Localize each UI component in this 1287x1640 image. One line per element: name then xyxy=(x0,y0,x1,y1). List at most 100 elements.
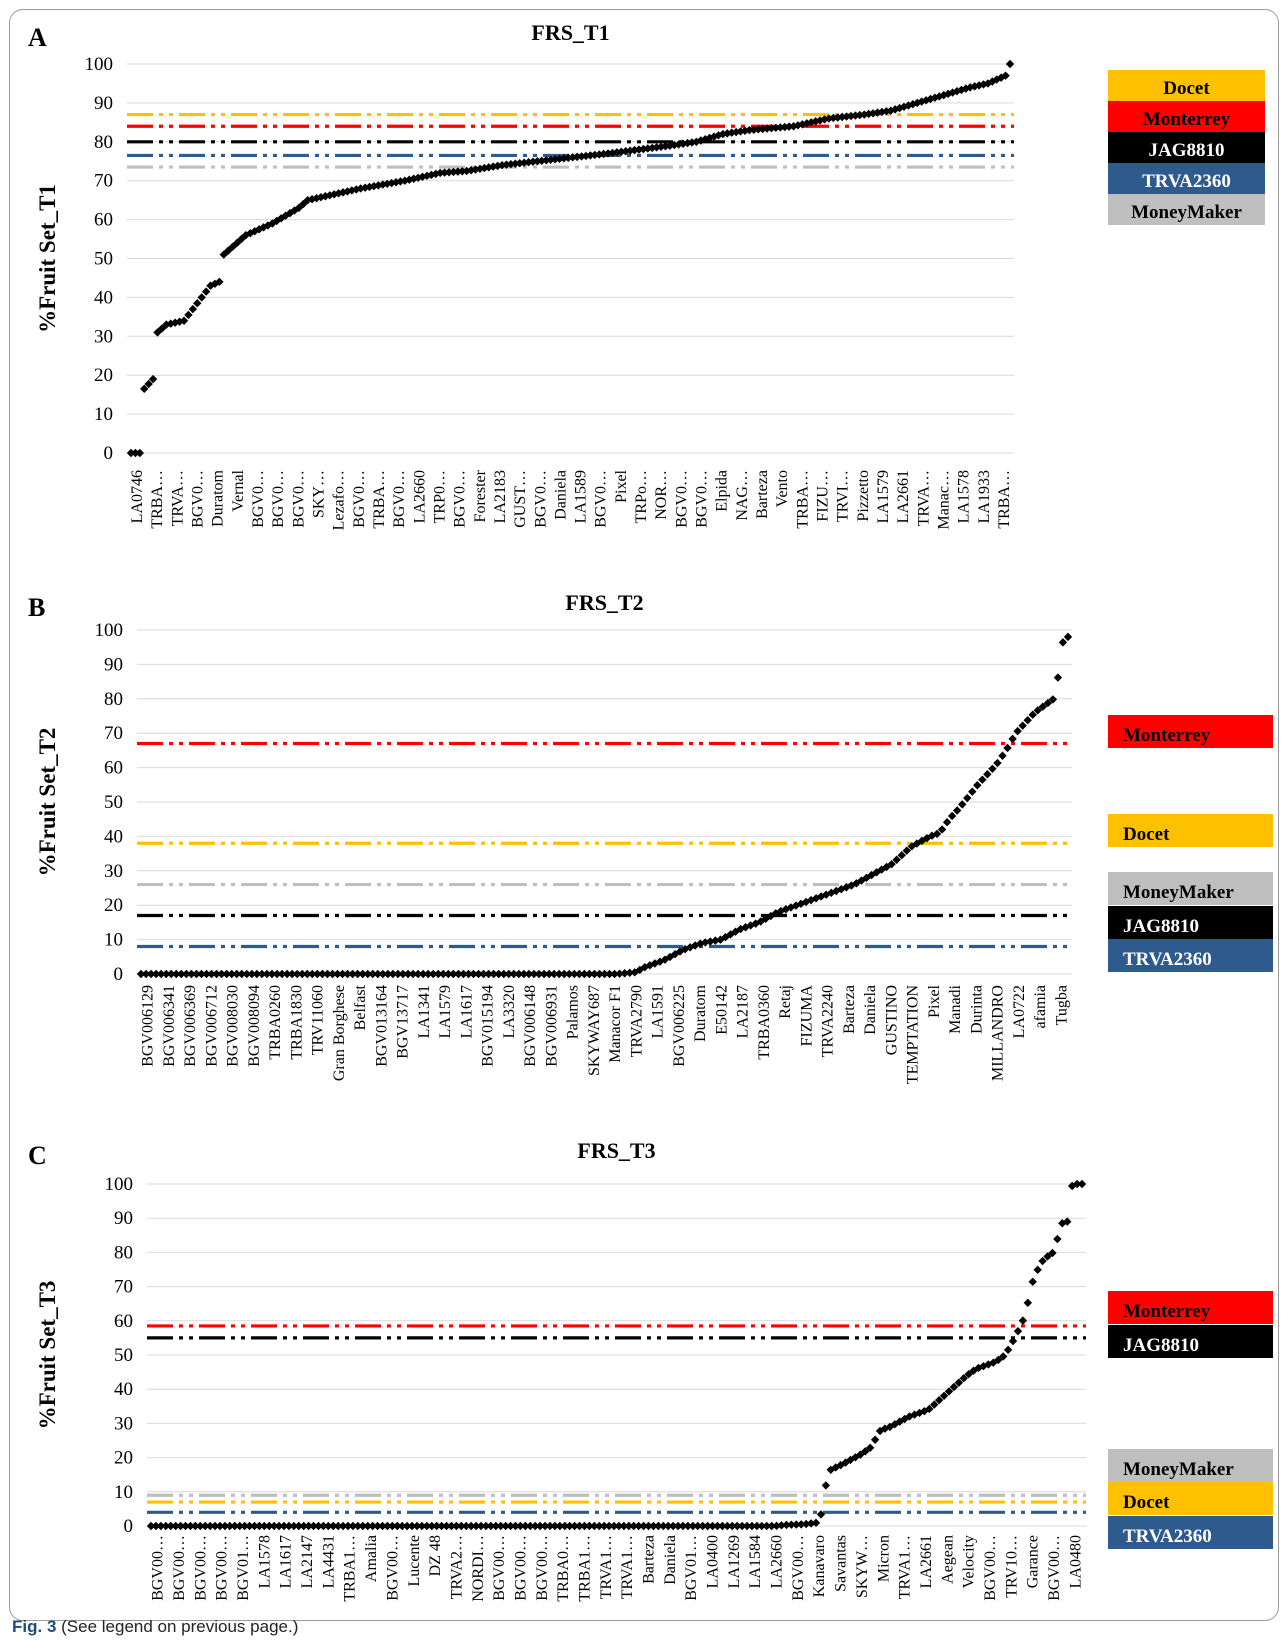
data-point xyxy=(683,138,692,148)
data-point xyxy=(230,1521,239,1531)
x-tick-label: BGV0… xyxy=(593,470,610,528)
y-tick-label: 30 xyxy=(94,326,113,347)
data-point xyxy=(964,1369,973,1379)
data-point xyxy=(388,1521,397,1531)
data-point xyxy=(188,304,198,314)
data-point xyxy=(501,1521,510,1531)
y-axis-label: %Fruit Set_T3 xyxy=(35,1281,60,1430)
data-point xyxy=(506,159,516,169)
data-point xyxy=(363,1521,372,1531)
data-point xyxy=(963,793,972,803)
data-point xyxy=(378,1521,387,1531)
data-point xyxy=(595,1521,604,1531)
x-tick-label: Duratom xyxy=(692,984,709,1041)
data-point xyxy=(457,1521,466,1531)
data-point xyxy=(585,969,594,979)
data-point xyxy=(398,969,408,979)
data-point xyxy=(383,969,393,979)
x-tick-label: GUSTINO xyxy=(883,985,900,1055)
x-tick-label: SKYW… xyxy=(854,1535,871,1598)
legend-swatch-trva2360 xyxy=(1108,163,1265,194)
legend-swatch-monterrey xyxy=(1108,715,1273,748)
legend-label-moneymaker: MoneyMaker xyxy=(1123,882,1234,903)
legend-swatch-jag8810 xyxy=(1108,1325,1273,1358)
data-point xyxy=(227,969,236,979)
x-tick-label: GUST… xyxy=(512,470,529,528)
figure-caption-label: Fig. 3 xyxy=(12,1617,57,1636)
x-tick-label: BGV006712 xyxy=(203,985,220,1067)
y-tick-label: 10 xyxy=(114,1482,133,1503)
data-point xyxy=(151,969,161,979)
data-point xyxy=(983,770,992,779)
data-point xyxy=(167,969,176,979)
x-tick-label: LA2660 xyxy=(769,1535,786,1588)
x-tick-label: TRBA… xyxy=(794,470,811,529)
data-point xyxy=(714,131,723,140)
data-point xyxy=(731,127,741,137)
data-point xyxy=(514,969,524,979)
data-point xyxy=(1063,632,1073,642)
x-tick-label: TRBA… xyxy=(149,470,166,529)
data-point xyxy=(737,1521,747,1531)
data-point xyxy=(668,1521,678,1531)
data-point xyxy=(329,1521,338,1531)
data-point xyxy=(348,1521,358,1531)
data-point xyxy=(852,879,861,888)
data-point xyxy=(621,147,630,156)
data-point xyxy=(323,969,332,979)
data-point xyxy=(444,168,454,177)
data-point xyxy=(992,75,1001,84)
x-tick-label: TRV11060 xyxy=(310,985,327,1055)
x-tick-label: Barteza xyxy=(754,470,771,519)
data-point xyxy=(842,112,851,121)
data-point xyxy=(279,1521,289,1531)
data-point xyxy=(177,969,186,979)
legend-label-docet: Docet xyxy=(1123,824,1170,845)
data-point xyxy=(403,969,413,979)
data-point xyxy=(423,969,433,979)
data-point xyxy=(979,1361,988,1371)
data-point xyxy=(837,884,846,894)
data-point xyxy=(952,806,962,815)
data-point xyxy=(171,1521,180,1531)
data-point xyxy=(524,969,534,979)
legend-swatch-docet xyxy=(1108,814,1273,847)
x-tick-label: BGV006129 xyxy=(140,985,157,1067)
legend-label-jag8810: JAG8810 xyxy=(1123,916,1199,937)
x-tick-label: BGV0… xyxy=(270,470,287,528)
x-tick-label: Amalia xyxy=(363,1535,380,1582)
x-tick-label: BGV00… xyxy=(982,1535,999,1601)
data-point xyxy=(973,781,982,790)
data-point xyxy=(603,149,613,158)
data-point xyxy=(1038,1256,1047,1266)
data-point xyxy=(969,1366,978,1375)
x-tick-label: BGV00… xyxy=(214,1535,231,1601)
data-point xyxy=(215,277,224,287)
x-tick-label: BGV006225 xyxy=(671,985,688,1067)
data-point xyxy=(486,1521,496,1531)
data-point xyxy=(565,1521,574,1531)
data-point xyxy=(892,855,901,864)
data-point xyxy=(718,1521,727,1531)
data-point xyxy=(454,969,463,979)
data-point xyxy=(308,969,317,979)
x-tick-label: NORDI… xyxy=(470,1535,487,1602)
data-point xyxy=(816,1510,826,1519)
data-point xyxy=(318,969,327,979)
data-point xyxy=(831,1463,840,1472)
data-point xyxy=(1005,59,1015,69)
data-point xyxy=(585,1521,594,1531)
x-tick-label: LA1269 xyxy=(726,1535,743,1588)
data-point xyxy=(292,969,302,979)
data-point xyxy=(1033,706,1042,715)
chart-title: FRS_T1 xyxy=(531,20,609,45)
data-point xyxy=(516,1521,525,1531)
x-tick-label: BGV0… xyxy=(290,470,307,528)
y-tick-label: 0 xyxy=(124,1516,134,1537)
x-tick-label: SKYWAY687 xyxy=(586,985,603,1076)
data-point xyxy=(412,1521,422,1531)
data-point xyxy=(554,969,564,979)
data-point xyxy=(586,151,595,160)
data-point xyxy=(156,1521,166,1531)
y-tick-label: 80 xyxy=(114,1242,133,1263)
